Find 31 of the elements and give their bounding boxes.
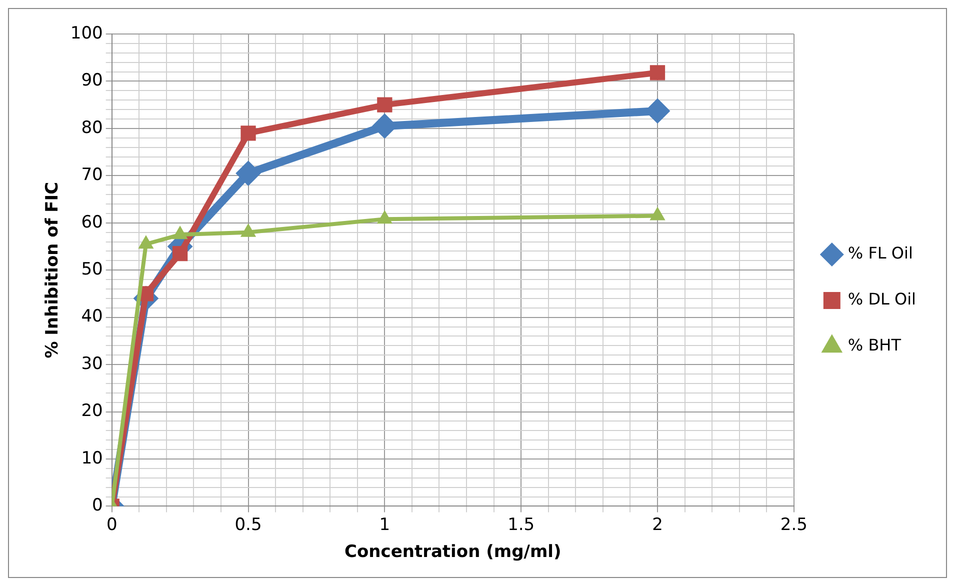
point: [650, 207, 665, 220]
point: [240, 224, 256, 237]
legend-label: % FL Oil: [848, 244, 913, 263]
y-tick-label: 20: [81, 401, 103, 422]
y-axis-title: % Inhibition of FIC: [42, 182, 63, 358]
y-tick-label: 0: [92, 496, 103, 516]
point: [172, 226, 188, 240]
y-tick-label: 80: [81, 118, 103, 138]
point: [377, 210, 392, 224]
x-tick-label: 0: [106, 514, 118, 535]
legend-label: % DL Oil: [848, 290, 916, 309]
y-tick-label: 90: [81, 70, 103, 91]
point: [138, 236, 154, 249]
y-tick-label: 10: [81, 448, 103, 468]
y-tick-label: 40: [81, 306, 103, 327]
point: [377, 97, 392, 112]
y-tick-label: 100: [70, 23, 103, 44]
y-tick-label: 30: [81, 354, 103, 374]
x-axis-title: Concentration (mg/ml): [344, 542, 562, 562]
point: [650, 65, 666, 80]
x-tick-label: 1: [379, 514, 390, 535]
y-tick-label: 60: [81, 212, 103, 232]
x-tick-label: 2: [652, 514, 663, 535]
legend-label: % BHT: [848, 336, 902, 355]
x-tick-label: 2.5: [780, 514, 808, 535]
point: [236, 160, 261, 186]
y-tick-label: 70: [81, 165, 103, 186]
x-tick-label: 1.5: [508, 514, 535, 535]
point: [240, 126, 256, 141]
x-tick-label: 0.5: [234, 514, 262, 535]
y-tick-label: 50: [81, 260, 103, 280]
